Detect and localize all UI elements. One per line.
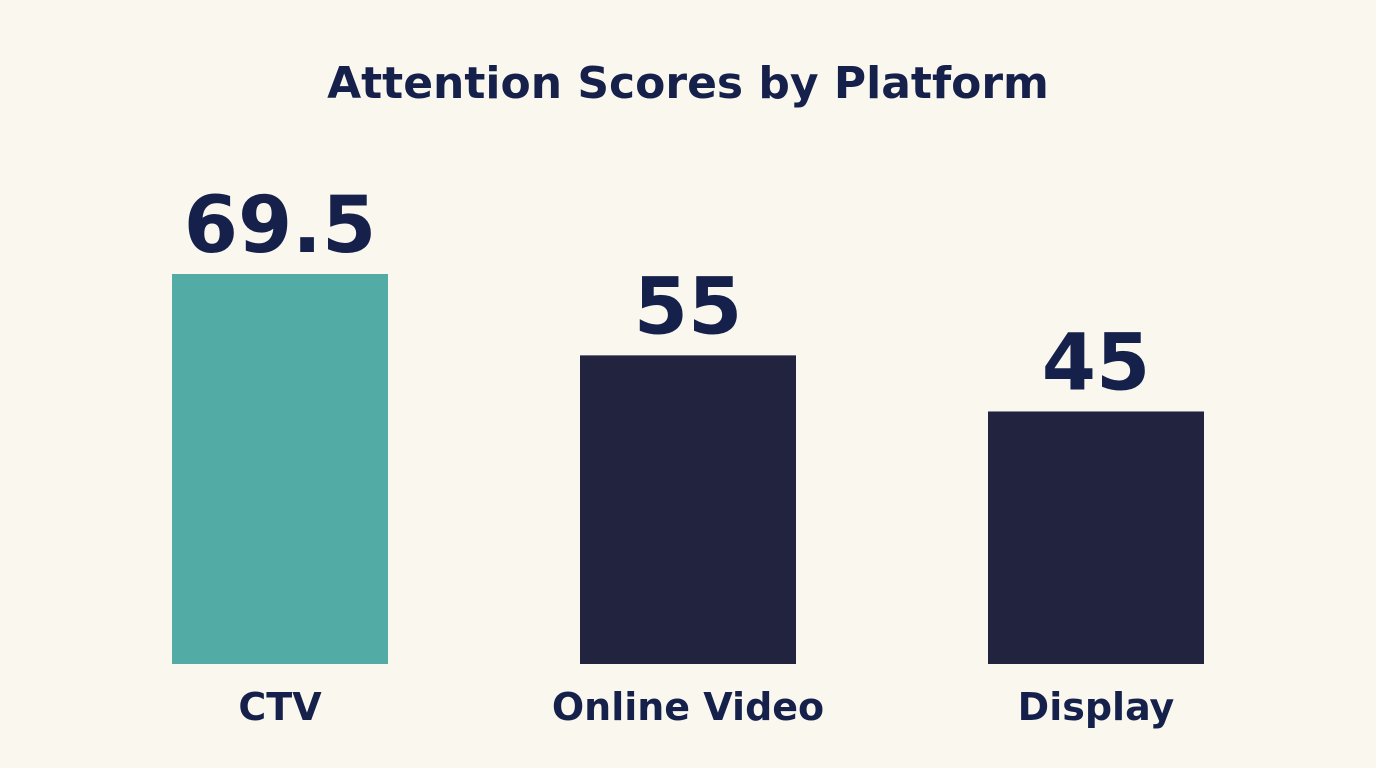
value-label-display: 45: [1042, 318, 1151, 408]
chart-title: Attention Scores by Platform: [327, 58, 1049, 109]
value-label-online-video: 55: [634, 262, 743, 352]
bar-display: [988, 411, 1204, 664]
bar-ctv: [172, 274, 388, 664]
category-label-display: Display: [1018, 685, 1175, 729]
category-label-online-video: Online Video: [552, 685, 824, 729]
category-label-ctv: CTV: [238, 685, 322, 729]
value-label-ctv: 69.5: [184, 181, 376, 271]
bar-online-video: [580, 355, 796, 664]
